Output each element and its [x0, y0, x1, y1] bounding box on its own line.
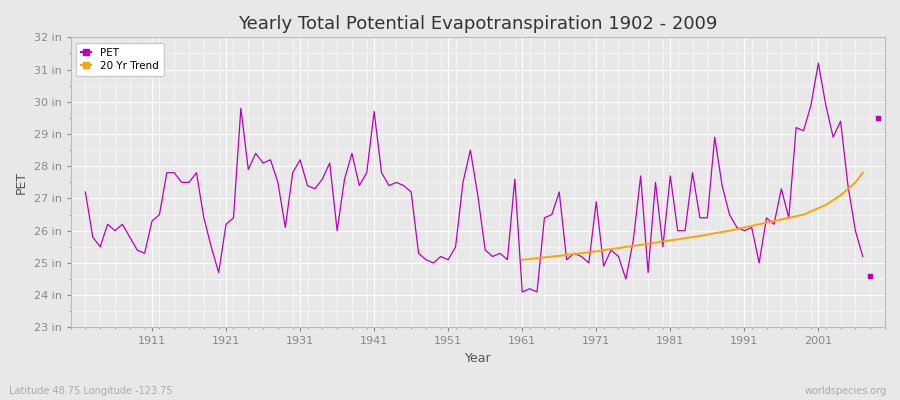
- X-axis label: Year: Year: [464, 352, 491, 365]
- Title: Yearly Total Potential Evapotranspiration 1902 - 2009: Yearly Total Potential Evapotranspiratio…: [238, 15, 717, 33]
- Y-axis label: PET: PET: [15, 171, 28, 194]
- Text: Latitude 48.75 Longitude -123.75: Latitude 48.75 Longitude -123.75: [9, 386, 173, 396]
- Legend: PET, 20 Yr Trend: PET, 20 Yr Trend: [76, 42, 164, 76]
- Text: worldspecies.org: worldspecies.org: [805, 386, 886, 396]
